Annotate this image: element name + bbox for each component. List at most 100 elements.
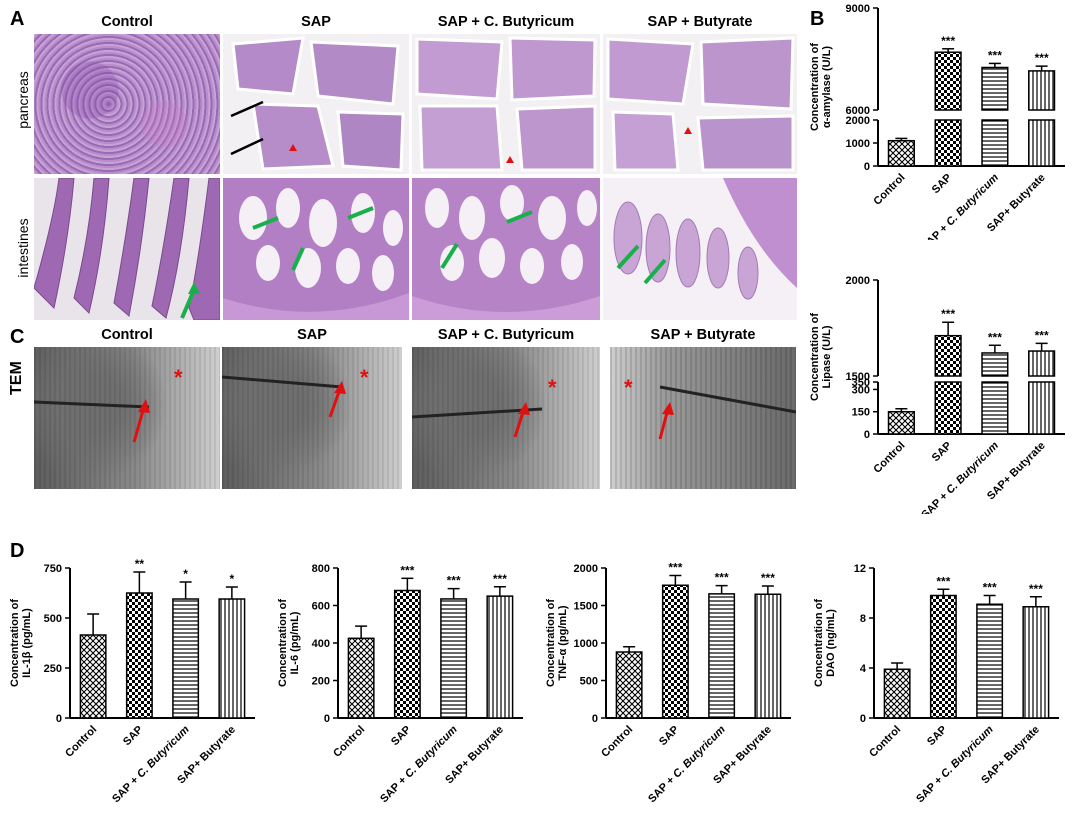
amylase-xtick-label: SAP <box>930 172 954 196</box>
amylase-ytick-label: 6000 <box>846 105 870 117</box>
tnfa-xtick-label: Control <box>599 724 635 760</box>
micrograph-intestine-sap <box>223 178 409 320</box>
amylase-bar-lower <box>981 119 1009 167</box>
tnfa-xtick-label: SAP + C. Butyricum <box>646 723 728 805</box>
il1b-bar <box>125 592 153 719</box>
dao-xtick-label: SAP + C. Butyricum <box>914 723 996 805</box>
tnfa-y-axis-label: Concentration ofTNF-α (pg/mL) <box>545 599 569 687</box>
amylase-bar-upper <box>1028 70 1056 111</box>
lipase-ytick-label: 300 <box>852 384 870 396</box>
lipase-xtick-label: Control <box>871 440 907 476</box>
amylase-significance-label: *** <box>1035 51 1049 65</box>
il6-xtick-label: SAP + C. Butyricum <box>378 723 460 805</box>
lipase-ytick-label: 2000 <box>846 275 870 287</box>
row-label-pancreas: pancreas <box>15 71 31 129</box>
lipase-bar-upper <box>981 352 1009 377</box>
dao-y-axis-label: Concentration ofDAO (ng/mL) <box>813 599 837 687</box>
il6-ytick-label: 0 <box>324 713 330 725</box>
dao-ytick-label: 8 <box>860 613 866 625</box>
col-header-sap-cb-a: SAP + C. Butyricum <box>437 14 575 30</box>
il6-y-axis-label: Concentration ofIL-6 (pg/mL) <box>277 599 301 687</box>
il1b-bar <box>79 634 107 719</box>
tnfa-ytick-label: 500 <box>580 676 598 688</box>
col-header-sap-a: SAP <box>301 14 331 30</box>
tnfa-xtick-label: SAP <box>657 724 681 748</box>
amylase-bar-lower <box>934 119 962 167</box>
col-header-sap-cb-c: SAP + C. Butyricum <box>437 327 575 343</box>
col-header-control-a: Control <box>101 14 153 30</box>
lipase-bar <box>887 410 915 435</box>
il6-bar <box>440 598 468 719</box>
dao-bar <box>929 594 957 719</box>
panel-label-b: B <box>810 8 825 30</box>
amylase-bar-lower <box>1028 119 1056 167</box>
dao-xtick-label: SAP <box>925 724 949 748</box>
dao-ytick-label: 4 <box>860 663 867 675</box>
tnfa-bar <box>661 584 689 719</box>
dao-xtick-label: Control <box>867 724 903 760</box>
amylase-xtick-label: Control <box>871 172 907 208</box>
amylase-significance-label: *** <box>941 34 955 48</box>
lipase-significance-label: *** <box>1035 328 1049 342</box>
il1b-bar <box>172 598 200 719</box>
lipase-ytick-label: 150 <box>852 407 870 419</box>
dao-significance-label: *** <box>983 581 997 595</box>
dao-ytick-label: 12 <box>854 563 866 575</box>
tem-image-sap-cb: * <box>412 347 600 489</box>
tnfa-ytick-label: 1000 <box>574 638 598 650</box>
il6-significance-label: *** <box>493 572 507 586</box>
il1b-bar <box>218 598 246 719</box>
il1b-xtick-label: SAP + C. Butyricum <box>110 723 192 805</box>
il6-significance-label: *** <box>447 574 461 588</box>
amylase-bar-upper <box>981 66 1009 111</box>
amylase-bar-upper <box>934 51 962 111</box>
lipase-bar-upper <box>934 334 962 377</box>
dao-bar <box>883 668 911 719</box>
amylase-ytick-label: 0 <box>864 161 870 173</box>
micrograph-pancreas-sap-cb <box>412 34 600 174</box>
row-label-intestines: intestines <box>15 218 31 278</box>
panel-label-d: D <box>10 540 25 562</box>
col-header-control-c: Control <box>101 327 153 343</box>
il6-bar <box>347 637 375 719</box>
il6-significance-label: *** <box>400 563 414 577</box>
il1b-xtick-label: SAP <box>121 724 145 748</box>
lipase-bar-lower <box>1028 381 1056 435</box>
il1b-significance-label: * <box>183 567 188 581</box>
dao-significance-label: *** <box>936 574 950 588</box>
tnfa-bar <box>615 651 643 719</box>
lipase-bar-lower <box>934 381 962 435</box>
lipase-ytick-label: 0 <box>864 429 870 441</box>
tnfa-bar <box>708 593 736 719</box>
amylase-significance-label: *** <box>988 48 1002 62</box>
il6-ytick-label: 400 <box>312 638 330 650</box>
col-header-sap-butyrate-c: SAP + Butyrate <box>650 327 756 343</box>
il1b-ytick-label: 500 <box>44 613 62 625</box>
col-header-sap-c: SAP <box>297 327 327 343</box>
micrograph-intestine-sap-butyrate <box>603 178 797 320</box>
il1b-ytick-label: 750 <box>44 563 62 575</box>
amylase-ytick-label: 2000 <box>846 115 870 127</box>
micrograph-intestine-control <box>34 178 220 320</box>
micrograph-pancreas-sap-butyrate <box>603 34 797 174</box>
tnfa-significance-label: *** <box>715 571 729 585</box>
il1b-xtick-label: Control <box>63 724 99 760</box>
il6-bar <box>486 595 514 719</box>
il6-xtick-label: SAP <box>389 724 413 748</box>
svg-text:*: * <box>360 365 369 390</box>
il6-ytick-label: 600 <box>312 601 330 613</box>
lipase-ytick-label: 1500 <box>846 371 870 383</box>
lipase-xtick-label: SAP + C. Butyricum <box>919 439 1001 514</box>
amylase-y-axis-label: Concentration ofα-amylase (U/L) <box>809 43 833 131</box>
il1b-ytick-label: 0 <box>56 713 62 725</box>
il1b-significance-label: ** <box>135 557 145 571</box>
lipase-xtick-label: SAP <box>930 440 954 464</box>
amylase-ytick-label: 1000 <box>846 138 870 150</box>
il1b-significance-label: * <box>230 572 235 586</box>
lipase-ytick-label: 350 <box>852 377 870 389</box>
micrograph-pancreas-sap <box>223 34 409 174</box>
lipase-bar-upper <box>1028 350 1056 377</box>
lipase-bar-lower <box>981 381 1009 435</box>
dao-significance-label: *** <box>1029 582 1043 596</box>
